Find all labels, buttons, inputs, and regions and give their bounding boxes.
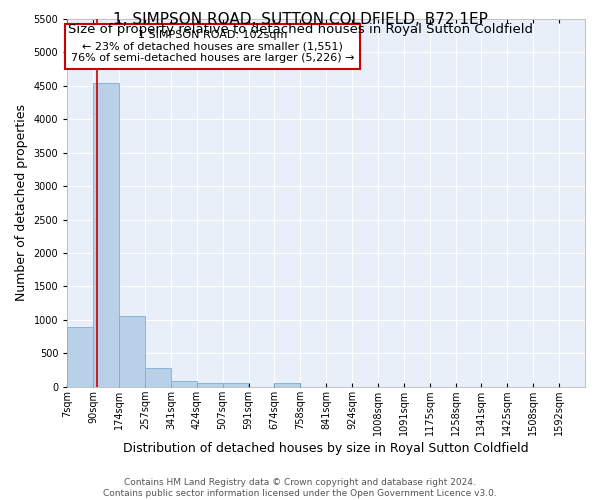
Text: Size of property relative to detached houses in Royal Sutton Coldfield: Size of property relative to detached ho… [67,22,533,36]
Text: 1, SIMPSON ROAD, SUTTON COLDFIELD, B72 1EP: 1, SIMPSON ROAD, SUTTON COLDFIELD, B72 1… [113,12,487,28]
Bar [274,383,300,387]
Bar [67,326,93,387]
X-axis label: Distribution of detached houses by size in Royal Sutton Coldfield: Distribution of detached houses by size … [124,442,529,455]
Bar [93,83,119,387]
Bar [197,383,223,387]
Bar [145,368,170,387]
Bar [171,382,197,387]
Y-axis label: Number of detached properties: Number of detached properties [15,104,28,302]
Text: 1 SIMPSON ROAD: 102sqm
← 23% of detached houses are smaller (1,551)
76% of semi-: 1 SIMPSON ROAD: 102sqm ← 23% of detached… [71,30,354,63]
Text: Contains HM Land Registry data © Crown copyright and database right 2024.
Contai: Contains HM Land Registry data © Crown c… [103,478,497,498]
Bar [119,316,145,387]
Bar [223,383,248,387]
